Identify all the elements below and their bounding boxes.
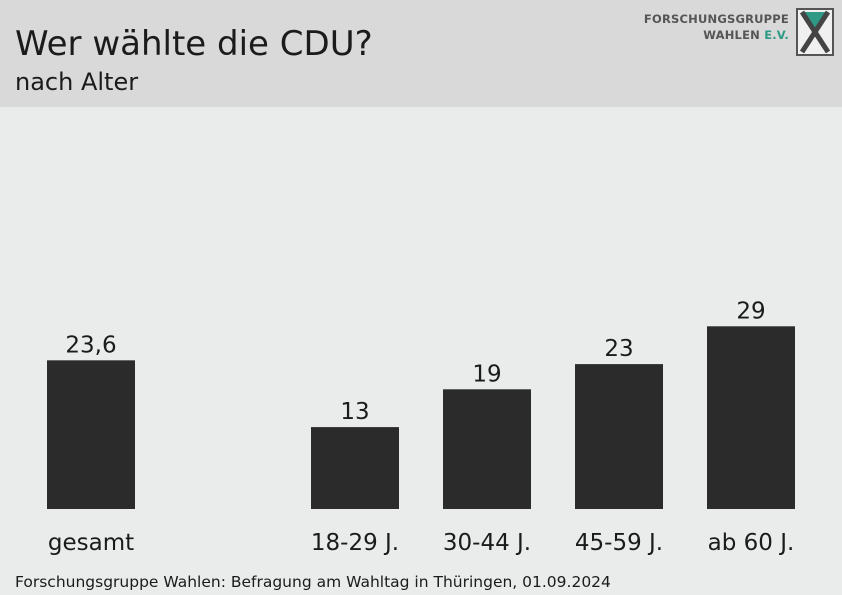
category-label-4: ab 60 J. [708, 530, 795, 556]
logo-line-2-accent: E.V. [764, 28, 789, 42]
bar-0 [47, 360, 135, 509]
logo-line-2: WAHLEN E.V. [644, 27, 789, 43]
value-label-3: 23 [604, 336, 633, 362]
value-label-1: 13 [340, 399, 369, 425]
bar-4 [707, 326, 795, 509]
bar-3 [575, 364, 663, 509]
logo-text: FORSCHUNGSGRUPPE WAHLEN E.V. [644, 11, 789, 43]
value-label-2: 19 [472, 361, 501, 387]
bar-chart: 23,6 gesamt 13 18-29 J. 19 30-44 J. 23 45-59 J.… [47, 298, 795, 556]
source-note: Forschungsgruppe Wahlen: Befragung am Wa… [15, 573, 611, 591]
chart-subtitle: nach Alter [15, 68, 139, 96]
value-label-0: 23,6 [65, 332, 116, 358]
category-label-2: 30-44 J. [443, 530, 531, 556]
value-label-4: 29 [736, 298, 765, 324]
logo-icon [796, 8, 834, 56]
chart-title: Wer wählte die CDU? [15, 24, 373, 64]
bar-2 [443, 389, 531, 509]
bar-1 [311, 427, 399, 509]
category-label-0: gesamt [48, 530, 134, 556]
header-band: Wer wählte die CDU? nach Alter FORSCHUNG… [0, 0, 842, 107]
category-label-3: 45-59 J. [575, 530, 663, 556]
logo-line-2-main: WAHLEN [703, 28, 760, 42]
category-label-1: 18-29 J. [311, 530, 399, 556]
logo-line-1: FORSCHUNGSGRUPPE [643, 12, 789, 26]
